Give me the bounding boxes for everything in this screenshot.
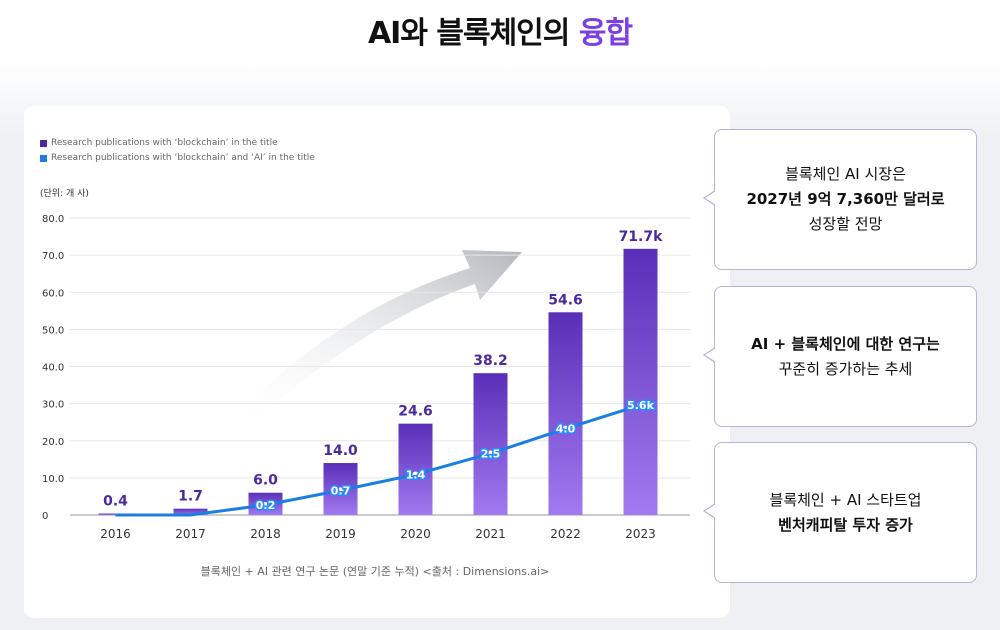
callout-research: AI + 블록체인에 대한 연구는 꾸준히 증가하는 추세 — [703, 286, 977, 427]
callout-text: AI + 블록체인에 대한 연구는 — [751, 334, 940, 353]
bar — [473, 373, 508, 515]
y-tick-label: 40.0 — [42, 363, 64, 374]
x-tick-label: 2023 — [625, 527, 656, 541]
bar-value-label: 71.7k — [619, 229, 664, 245]
y-tick-label: 20.0 — [42, 437, 64, 448]
title-highlight: 융합 — [578, 16, 633, 51]
callout-market: 블록체인 AI 시장은 2027년 9억 7,360만 달러로 성장할 전망 — [703, 129, 977, 270]
x-tick-label: 2017 — [175, 527, 206, 541]
callout-text: 벤처캐피탈 투자 증가 — [778, 515, 913, 534]
x-tick-label: 2021 — [475, 527, 506, 541]
callout-investment: 블록체인 + AI 스타트업 벤처캐피탈 투자 증가 — [703, 442, 977, 583]
callout-text: 성장할 전망 — [808, 215, 883, 233]
y-tick-label: 70.0 — [42, 251, 64, 262]
line-value-label: 4.0 — [556, 423, 576, 436]
legend-label: Research publications with ‘blockchain’ … — [51, 153, 315, 163]
bar-value-label: 54.6 — [548, 292, 583, 308]
bar-value-label: 38.2 — [473, 353, 508, 369]
unit-label: (단위: 개 사) — [40, 189, 89, 199]
line-value-label: 2.5 — [481, 447, 501, 460]
bar-value-label: 0.4 — [103, 494, 128, 510]
legend-item-line: Research publications with ‘blockchain’ … — [40, 153, 315, 163]
legend-swatch — [40, 154, 47, 162]
title-main: AI와 블록체인의 — [367, 16, 570, 51]
bar-value-label: 1.7 — [178, 489, 203, 505]
line-value-label: 0.7 — [331, 484, 351, 497]
bar — [398, 423, 433, 515]
line-series — [115, 403, 641, 517]
bar-value-label: 6.0 — [253, 473, 278, 489]
y-tick-label: 0 — [42, 511, 48, 522]
x-tick-label: 2018 — [250, 527, 281, 541]
bar-value-label: 14.0 — [323, 443, 358, 459]
legend-swatch — [40, 139, 47, 147]
line-point — [637, 402, 644, 408]
line-value-label: 5.6k — [627, 399, 654, 412]
y-tick-label: 30.0 — [42, 400, 64, 411]
y-tick-label: 80.0 — [42, 214, 64, 225]
legend-item-bars: Research publications with ‘blockchain’ … — [40, 138, 278, 148]
line-point — [262, 502, 269, 509]
x-tick-label: 2020 — [400, 527, 431, 541]
line-point — [412, 471, 419, 478]
page-title: AI와 블록체인의 융합 — [0, 8, 1000, 52]
chart-svg: 0 10.0 20.0 30.0 40.0 50.0 60.0 70.0 80.0 0.4 2016… — [42, 214, 690, 541]
line-point — [487, 450, 494, 457]
x-tick-label: 2016 — [100, 527, 131, 541]
x-tick-label: 2022 — [550, 527, 581, 541]
bar — [173, 508, 208, 515]
bar — [623, 248, 658, 515]
legend-label: Research publications with ‘blockchain’ … — [51, 138, 278, 148]
x-tick-label: 2019 — [325, 527, 356, 541]
callout-text: 2027년 9억 7,360만 달러로 — [746, 190, 945, 208]
y-tick-label: 60.0 — [42, 288, 64, 299]
line-value-label: 0.2 — [256, 499, 276, 512]
y-tick-label: 50.0 — [42, 325, 64, 336]
chart-card — [24, 106, 730, 618]
line-value-label: 1.4 — [406, 468, 426, 481]
line-point — [562, 425, 569, 432]
line-point — [337, 487, 344, 494]
chart-source: 블록체인 + AI 관련 연구 논문 (연말 기준 누적) <출처 : Dime… — [200, 565, 550, 578]
callout-text: 꾸준히 증가하는 추세 — [778, 359, 913, 378]
bar-value-label: 24.6 — [398, 404, 433, 420]
callout-text: 블록체인 AI 시장은 — [785, 165, 906, 183]
callout-text: 블록체인 + AI 스타트업 — [769, 490, 922, 509]
y-tick-label: 10.0 — [42, 474, 64, 485]
bar — [548, 312, 583, 515]
trend-arrow — [230, 250, 522, 430]
